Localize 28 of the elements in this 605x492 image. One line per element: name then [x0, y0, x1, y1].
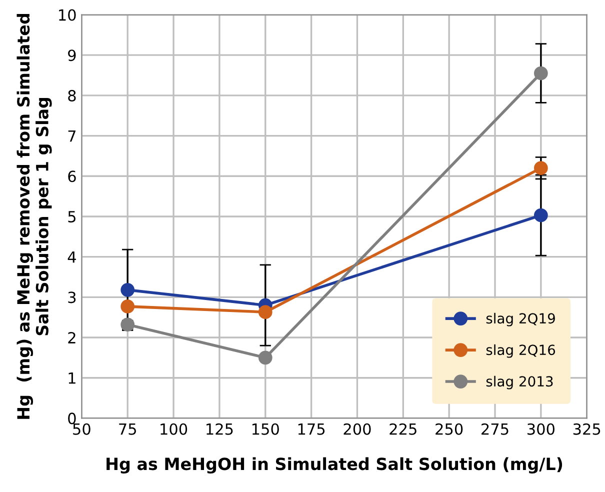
legend-label: slag 2013: [486, 376, 553, 390]
y-tick-label: 4: [68, 251, 76, 263]
x-tick-label: 275: [482, 423, 508, 435]
x-axis-title: Hg as MeHgOH in Simulated Salt Solution (mg/L): [106, 457, 562, 474]
x-tick-label: 225: [390, 423, 416, 435]
x-tick-label: 150: [252, 423, 279, 435]
y-tick-label: 3: [68, 292, 76, 304]
y-tick-label: 6: [68, 170, 76, 182]
x-tick-label: 125: [206, 423, 233, 435]
legend-label: slag 2Q19: [486, 312, 555, 326]
y-tick-label: 1: [68, 372, 76, 384]
y-tick-label: 7: [68, 130, 76, 142]
x-tick-label: 175: [298, 424, 325, 435]
x-tick-label: 250: [436, 423, 463, 435]
x-tick-label: 325: [573, 423, 600, 435]
x-tick-label: 75: [119, 424, 136, 435]
y-tick-label: 2: [68, 332, 76, 344]
y-axis-title: Hg (mg) as MeHg removed from Simulated Salt Solution per 1 g Slag: [16, 14, 52, 419]
x-tick-label: 300: [528, 423, 554, 435]
x-tick-label: 200: [344, 423, 371, 435]
y-tick-label: 10: [59, 9, 76, 21]
x-tick-label: 50: [73, 423, 90, 435]
x-tick-label: 100: [160, 423, 188, 435]
y-tick-label: 0: [68, 412, 76, 424]
y-tick-label: 5: [68, 211, 76, 222]
y-tick-label: 9: [68, 50, 76, 62]
legend-label: slag 2Q16: [486, 344, 556, 358]
y-tick-label: 8: [68, 90, 76, 102]
